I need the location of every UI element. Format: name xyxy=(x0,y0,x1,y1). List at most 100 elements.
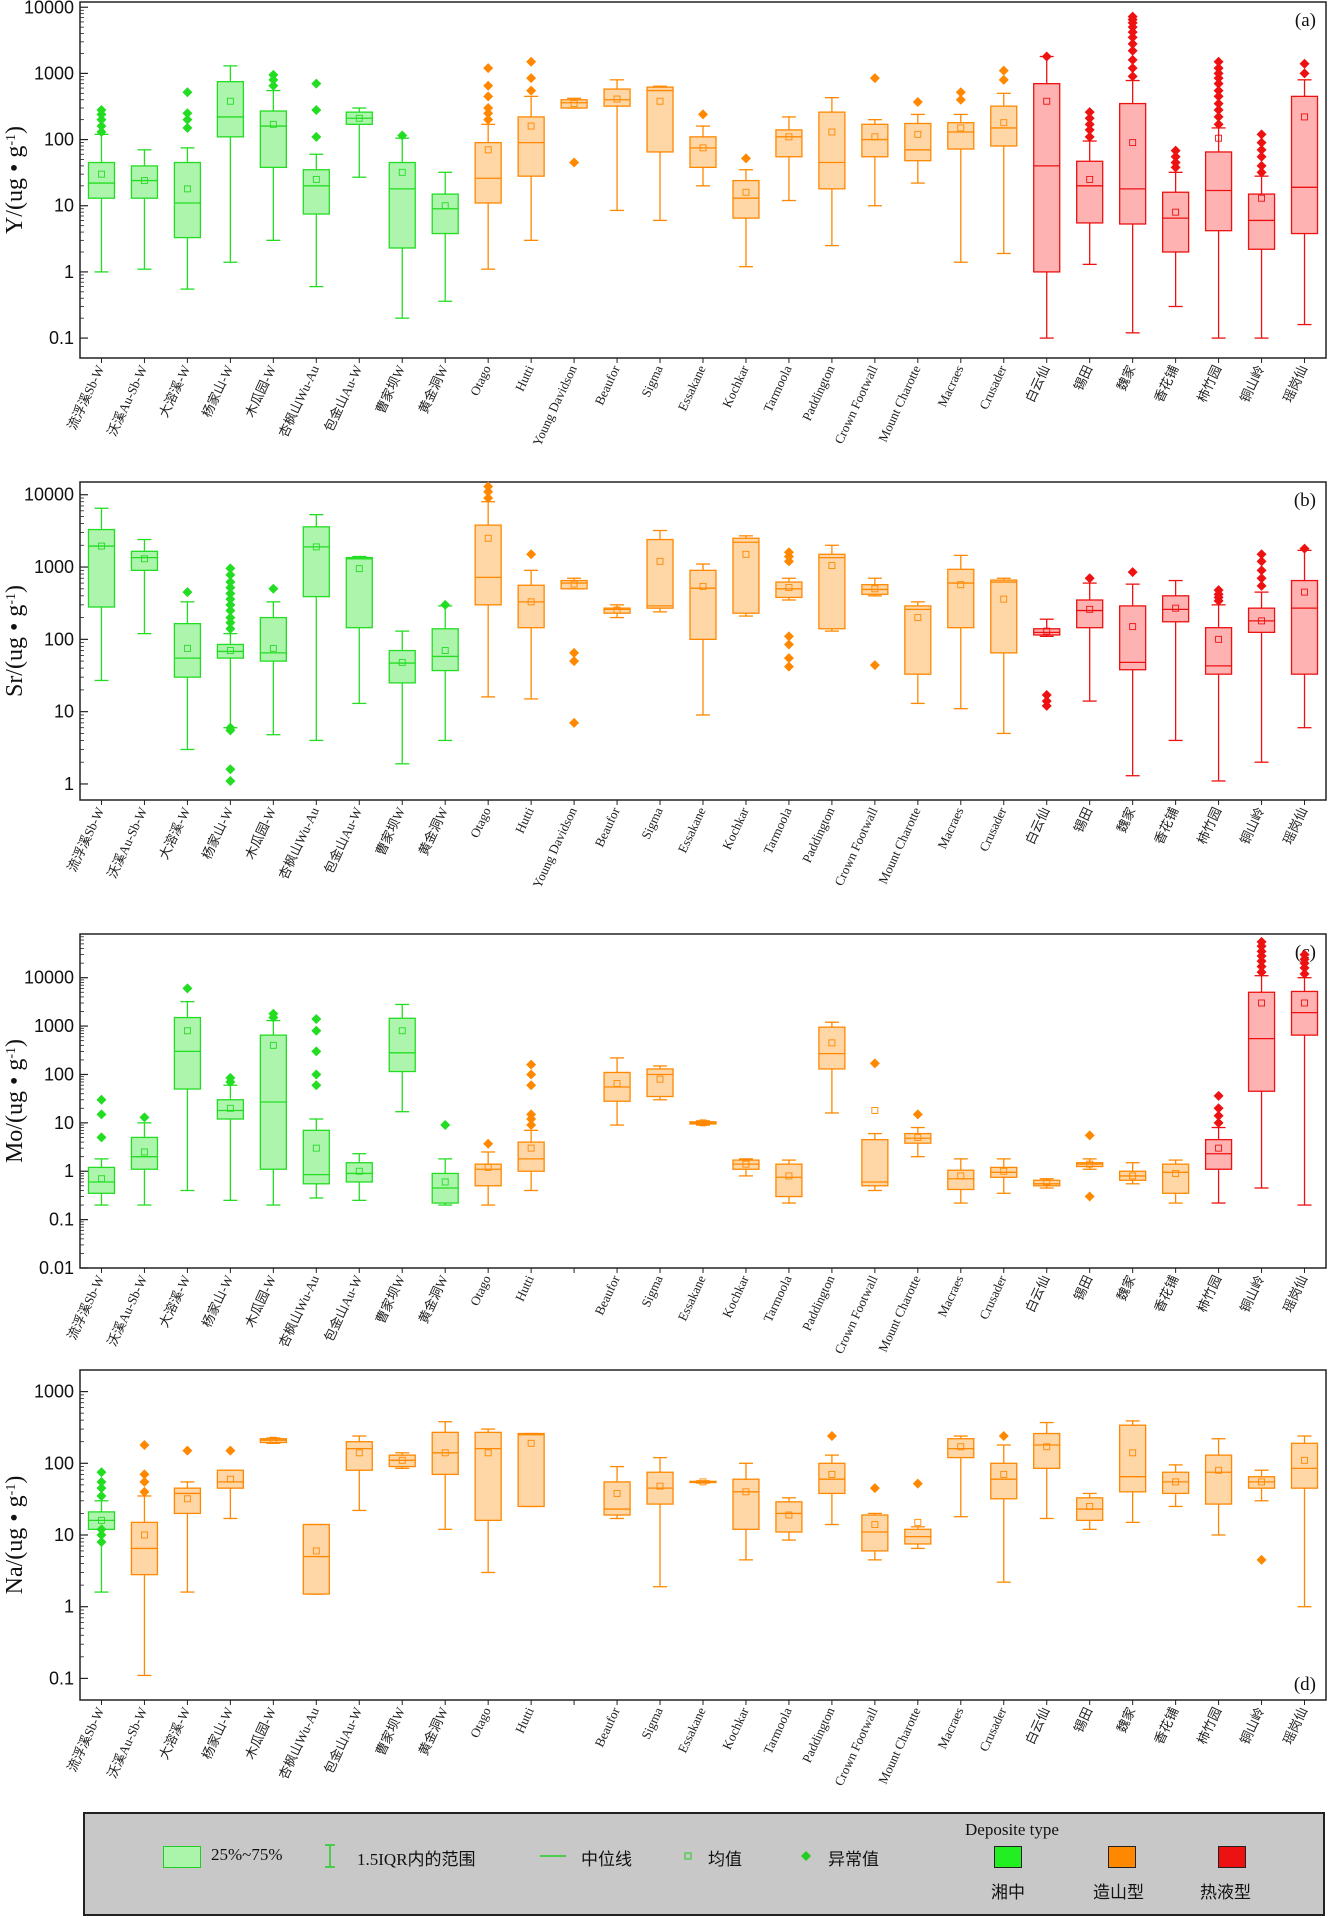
mean-marker xyxy=(1215,1144,1223,1152)
mean-marker xyxy=(1258,999,1266,1007)
legend-type1-swatch xyxy=(994,1846,1022,1868)
mean-marker xyxy=(226,1475,234,1483)
outlier-point xyxy=(526,73,537,84)
box-白云仙 xyxy=(1033,51,1061,339)
iqr-box xyxy=(861,1138,889,1187)
x-tick-label: Kochkar xyxy=(719,1272,752,1320)
box-沃溪Au-Sb-W xyxy=(130,1112,159,1206)
outlier-point xyxy=(96,1467,107,1478)
legend-mean-label: 均值 xyxy=(708,1850,742,1869)
x-tick-label: Young Davidson xyxy=(529,804,580,890)
outlier-point xyxy=(397,130,408,141)
iqr-box xyxy=(130,165,159,199)
x-tick-label: 魏家 xyxy=(1114,1705,1139,1735)
box-Kochkar xyxy=(732,153,760,268)
iqr-box xyxy=(517,584,545,629)
outlier-point xyxy=(311,78,322,89)
x-tick-label: 锡田 xyxy=(1071,1273,1096,1303)
x-tick-label: 黄金洞W xyxy=(416,362,452,415)
outlier-point xyxy=(1084,113,1095,124)
x-tick-label: 瑶岗仙 xyxy=(1280,1273,1310,1315)
x-tick-label: Paddington xyxy=(799,362,838,422)
mean-marker xyxy=(355,565,363,573)
outlier-point xyxy=(139,1439,150,1450)
mean-marker xyxy=(398,658,406,666)
outlier-point xyxy=(1170,157,1181,168)
x-tick-label: Young Davidson xyxy=(529,362,580,448)
x-tick-label: Paddington xyxy=(799,804,838,864)
iqr-box xyxy=(1290,95,1319,235)
iqr-box xyxy=(302,1523,330,1595)
box-包金山Au-W xyxy=(345,107,373,178)
y-tick-label: 0.1 xyxy=(49,1668,74,1688)
box-Mount Charotte xyxy=(904,1478,932,1550)
mean-marker xyxy=(98,170,105,178)
mean-marker xyxy=(656,557,664,565)
x-tick-label: 木瓜园-W xyxy=(242,804,279,861)
mean-marker xyxy=(140,1531,148,1539)
box-香花铺 xyxy=(1161,145,1190,308)
outlier-point xyxy=(526,1059,537,1070)
box-Sigma xyxy=(646,85,674,222)
outlier-point xyxy=(1213,91,1224,102)
x-tick-label: 杏枫山Wu-Au xyxy=(276,362,323,439)
mean-marker xyxy=(1129,1449,1137,1457)
outlier-point xyxy=(1256,936,1267,947)
x-tick-label: 魏家 xyxy=(1114,363,1139,393)
box-魏家 xyxy=(1119,1420,1147,1524)
mean-marker xyxy=(871,1521,879,1528)
box-黄金洞W xyxy=(431,1120,459,1206)
x-tick-label: 沃溪Au-Sb-W xyxy=(104,1272,150,1348)
x-tick-label: Paddington xyxy=(799,1704,838,1764)
mean-marker xyxy=(98,542,105,550)
outlier-point xyxy=(311,1046,322,1057)
iqr-box xyxy=(1119,102,1147,225)
box-Beaufor xyxy=(603,1465,631,1520)
box-流浮溪Sb-W xyxy=(87,1467,116,1593)
x-tick-label: 曹家坝W xyxy=(373,362,409,415)
iqr-box xyxy=(603,88,631,107)
outlier-point xyxy=(139,1469,150,1480)
outlier-point xyxy=(1256,549,1267,560)
box-魏家 xyxy=(1119,567,1147,777)
box-Young Davidson xyxy=(560,577,588,728)
x-tick-label: Hutti xyxy=(512,1705,537,1736)
outlier-point xyxy=(268,69,279,80)
mean-marker xyxy=(269,120,277,128)
outlier-point xyxy=(1213,119,1224,130)
box-铜山岭 xyxy=(1247,549,1276,763)
mean-marker xyxy=(1043,1443,1051,1451)
y-axis-label: Na/(ug • g-1) xyxy=(2,1476,28,1595)
outlier-point xyxy=(483,80,494,91)
outlier-point xyxy=(225,563,236,574)
outlier-point xyxy=(311,1025,322,1036)
iqr-box xyxy=(216,81,245,138)
outlier-point xyxy=(1213,68,1224,79)
y-tick-label: 1 xyxy=(64,1597,74,1617)
legend-type3-swatch xyxy=(1218,1846,1246,1868)
mean-marker xyxy=(1129,139,1137,147)
x-tick-label: 香花铺 xyxy=(1151,805,1181,847)
x-tick-label: 包金山Au-W xyxy=(321,362,365,434)
outlier-point xyxy=(1170,151,1181,162)
iqr-box xyxy=(646,86,674,153)
iqr-box xyxy=(818,1462,846,1495)
outlier-point xyxy=(1127,32,1138,43)
box-包金山Au-W xyxy=(345,555,373,705)
box-杏枫山Wu-Au xyxy=(302,1523,330,1595)
outlier-point xyxy=(1127,27,1138,38)
mean-marker xyxy=(957,1443,965,1451)
outlier-point xyxy=(1213,1103,1224,1114)
x-tick-label: 香花铺 xyxy=(1151,1273,1181,1315)
mean-marker xyxy=(914,614,922,622)
box-锡田 xyxy=(1076,1492,1104,1530)
x-tick-label: 铜山岭 xyxy=(1237,363,1267,405)
iqr-box xyxy=(1290,990,1319,1036)
x-tick-label: Crusader xyxy=(976,804,1010,853)
outlier-point xyxy=(96,1476,107,1487)
legend-type2-swatch xyxy=(1108,1846,1136,1868)
iqr-box xyxy=(1076,160,1104,224)
box-Tarmoola xyxy=(775,547,803,672)
outlier-point xyxy=(998,74,1009,85)
iqr-box xyxy=(1204,1138,1233,1170)
